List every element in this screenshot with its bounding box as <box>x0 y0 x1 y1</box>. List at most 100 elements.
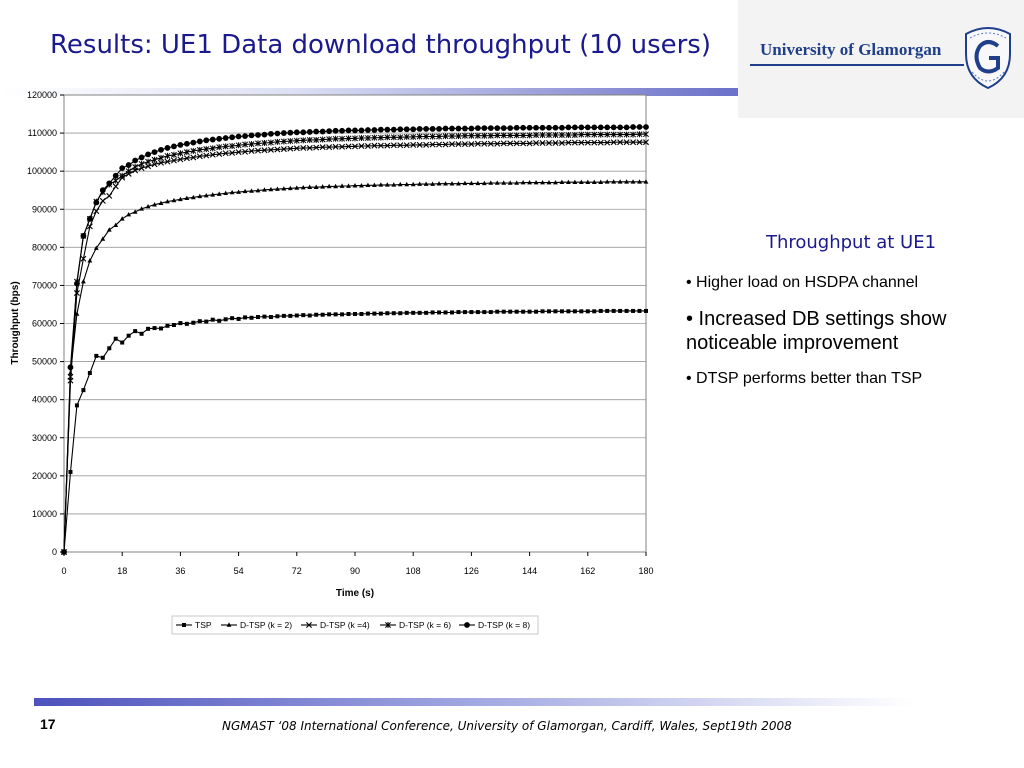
legend-label: D-TSP (k = 6) <box>399 620 451 630</box>
data-point <box>184 321 189 326</box>
data-point <box>494 180 500 185</box>
data-point <box>584 131 591 138</box>
data-point <box>74 280 80 287</box>
y-tick-label: 60000 <box>32 319 57 329</box>
y-tick-label: 110000 <box>28 128 57 138</box>
data-point <box>591 179 597 185</box>
data-point <box>500 132 507 139</box>
data-point <box>513 132 520 139</box>
data-point <box>287 129 294 136</box>
data-point <box>610 124 617 131</box>
data-point <box>184 195 190 201</box>
data-point <box>572 179 578 185</box>
data-point <box>591 131 598 138</box>
data-point <box>268 315 273 320</box>
data-point <box>371 142 378 149</box>
legend-label: D-TSP (k = 2) <box>240 620 292 630</box>
data-point <box>539 139 546 146</box>
data-point <box>449 133 455 140</box>
data-point <box>319 128 326 135</box>
data-point <box>158 146 164 153</box>
data-point <box>410 181 416 187</box>
data-point <box>125 168 132 175</box>
data-point <box>487 132 494 139</box>
data-point <box>165 199 170 204</box>
data-point <box>436 181 442 186</box>
data-point <box>256 315 260 320</box>
data-point <box>611 308 616 313</box>
data-point <box>99 187 106 194</box>
data-point <box>636 131 643 138</box>
data-point <box>533 131 540 138</box>
data-point <box>191 320 196 325</box>
data-point <box>643 179 649 184</box>
data-point <box>280 130 287 136</box>
data-point <box>636 139 643 146</box>
data-point <box>216 144 223 151</box>
data-point <box>624 179 629 184</box>
data-point <box>106 227 112 232</box>
series-d-tsp-k-4 <box>61 139 649 555</box>
data-point <box>578 124 585 131</box>
data-point <box>436 133 443 140</box>
legend-marker <box>226 622 232 627</box>
data-point <box>339 143 346 150</box>
data-point <box>384 134 391 141</box>
data-point <box>300 184 306 190</box>
data-point <box>592 309 597 314</box>
data-point <box>507 180 513 185</box>
data-point <box>67 364 74 371</box>
data-point <box>487 140 494 147</box>
data-point <box>326 144 333 151</box>
data-point <box>513 140 520 147</box>
data-point <box>216 191 222 196</box>
data-point <box>378 311 383 316</box>
data-point <box>636 124 643 130</box>
data-point <box>377 142 384 149</box>
data-point <box>346 183 351 188</box>
data-point <box>306 144 313 151</box>
data-point <box>274 138 281 145</box>
data-point <box>585 179 591 185</box>
data-point <box>436 125 442 132</box>
data-point <box>552 124 559 131</box>
data-point <box>81 279 86 284</box>
data-point <box>533 139 540 146</box>
data-point <box>398 311 403 316</box>
legend-box <box>171 615 539 635</box>
data-point <box>190 154 197 161</box>
data-point <box>119 165 126 172</box>
data-point <box>262 314 267 319</box>
finding-hsdpa-load: • Higher load on HSDPA channel <box>686 274 919 291</box>
data-point <box>306 129 313 135</box>
x-tick-label: 36 <box>175 566 185 576</box>
data-point <box>494 125 501 132</box>
data-point <box>93 199 100 206</box>
data-point <box>540 179 545 185</box>
data-point <box>73 290 80 297</box>
data-point <box>526 140 533 147</box>
data-point <box>74 403 79 408</box>
finding-dtsp-better: • DTSP performs better than TSP <box>686 370 923 388</box>
data-point <box>397 126 404 133</box>
data-point <box>391 182 397 187</box>
data-point <box>559 179 565 185</box>
data-point <box>630 139 637 146</box>
data-point <box>151 149 158 156</box>
data-point <box>358 135 365 142</box>
data-point <box>604 124 611 131</box>
data-point <box>145 203 151 209</box>
data-point <box>281 186 287 191</box>
data-point <box>332 127 339 134</box>
data-point <box>610 131 617 138</box>
data-point <box>248 147 255 154</box>
data-point <box>352 127 358 134</box>
data-point <box>436 141 443 148</box>
y-tick-label: 40000 <box>32 395 57 405</box>
data-point <box>275 186 280 191</box>
data-point <box>99 197 106 204</box>
data-point <box>138 154 145 161</box>
data-point <box>313 184 319 189</box>
data-point <box>267 146 274 153</box>
data-point <box>164 158 171 165</box>
